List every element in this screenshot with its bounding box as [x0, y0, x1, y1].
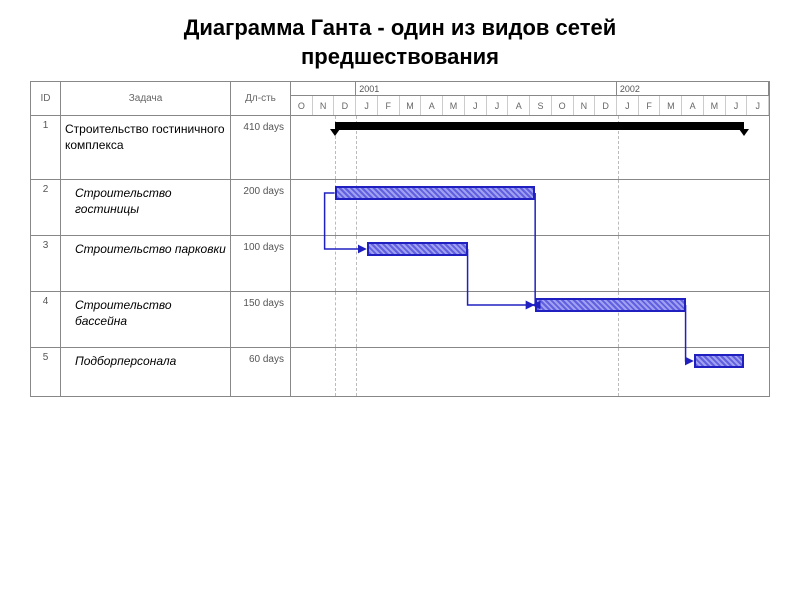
month-cell: D — [595, 96, 617, 115]
table-row: 3Строительство парковки100 days — [31, 236, 769, 292]
month-cell: M — [704, 96, 726, 115]
month-cell: O — [291, 96, 313, 115]
cell-timeline — [291, 236, 769, 291]
table-row: 2Строительство гостиницы200 days — [31, 180, 769, 236]
cell-id: 4 — [31, 292, 61, 347]
year-row: 20012002 — [291, 82, 769, 96]
month-cell: F — [639, 96, 661, 115]
year-cell — [291, 82, 356, 95]
task-bar — [694, 354, 744, 368]
month-cell: O — [552, 96, 574, 115]
header-duration: Дл-сть — [231, 82, 291, 115]
header-timeline: 20012002 ONDJFMAMJJASONDJFMAMJJ — [291, 82, 769, 115]
year-cell: 2001 — [356, 82, 617, 95]
month-cell: J — [747, 96, 769, 115]
cell-duration: 60 days — [231, 348, 291, 396]
cell-timeline — [291, 348, 769, 396]
cell-duration: 200 days — [231, 180, 291, 235]
header-row: ID Задача Дл-сть 20012002 ONDJFMAMJJASON… — [31, 82, 769, 116]
table-row: 5Подборперсонала60 days — [31, 348, 769, 396]
cell-id: 1 — [31, 116, 61, 179]
month-cell: J — [487, 96, 509, 115]
vgrid-line — [618, 348, 619, 396]
month-cell: J — [617, 96, 639, 115]
cell-task: Подборперсонала — [61, 348, 231, 396]
month-cell: M — [660, 96, 682, 115]
month-cell: N — [313, 96, 335, 115]
vgrid-line — [335, 236, 336, 291]
title-line-1: Диаграмма Ганта - один из видов сетей — [184, 15, 617, 40]
month-cell: A — [421, 96, 443, 115]
month-cell: A — [682, 96, 704, 115]
gantt-body: 1Строительство гостиничного комплекса410… — [31, 116, 769, 396]
month-cell: M — [443, 96, 465, 115]
cell-id: 3 — [31, 236, 61, 291]
header-id: ID — [31, 82, 61, 115]
year-cell: 2002 — [617, 82, 769, 95]
month-cell: N — [574, 96, 596, 115]
cell-timeline — [291, 116, 769, 179]
cell-id: 2 — [31, 180, 61, 235]
task-bar — [335, 186, 536, 200]
cell-task: Строительство гостиницы — [61, 180, 231, 235]
month-cell: J — [356, 96, 378, 115]
header-task: Задача — [61, 82, 231, 115]
vgrid-line — [335, 292, 336, 347]
gantt-chart: ID Задача Дл-сть 20012002 ONDJFMAMJJASON… — [30, 81, 770, 397]
vgrid-line — [356, 292, 357, 347]
table-row: 4Строительство бассейна150 days — [31, 292, 769, 348]
cell-task: Строительство гостиничного комплекса — [61, 116, 231, 179]
month-cell: S — [530, 96, 552, 115]
vgrid-line — [618, 180, 619, 235]
month-cell: J — [726, 96, 748, 115]
month-cell: J — [465, 96, 487, 115]
month-cell: D — [334, 96, 356, 115]
cell-duration: 150 days — [231, 292, 291, 347]
cell-timeline — [291, 180, 769, 235]
table-row: 1Строительство гостиничного комплекса410… — [31, 116, 769, 180]
page-title: Диаграмма Ганта - один из видов сетей пр… — [0, 0, 800, 81]
month-cell: M — [400, 96, 422, 115]
vgrid-line — [356, 236, 357, 291]
month-cell: F — [378, 96, 400, 115]
month-row: ONDJFMAMJJASONDJFMAMJJ — [291, 96, 769, 115]
vgrid-line — [335, 348, 336, 396]
cell-task: Строительство бассейна — [61, 292, 231, 347]
cell-timeline — [291, 292, 769, 347]
summary-bar — [335, 122, 745, 130]
vgrid-line — [356, 348, 357, 396]
task-bar — [535, 298, 685, 312]
cell-duration: 100 days — [231, 236, 291, 291]
task-bar — [367, 242, 467, 256]
cell-task: Строительство парковки — [61, 236, 231, 291]
month-cell: A — [508, 96, 530, 115]
cell-duration: 410 days — [231, 116, 291, 179]
cell-id: 5 — [31, 348, 61, 396]
vgrid-line — [618, 236, 619, 291]
title-line-2: предшествования — [301, 44, 499, 69]
